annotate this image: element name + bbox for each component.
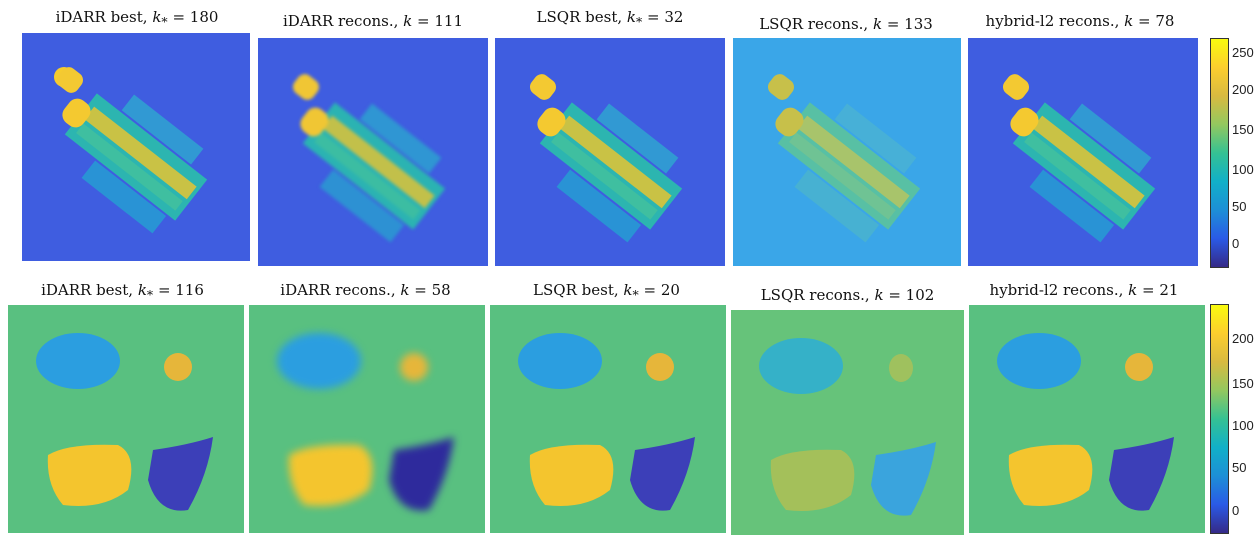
image-panel-r1-4 [733, 38, 961, 266]
colorbar-r1 [1210, 38, 1229, 268]
colorbar-r1-tick-150: 150 [1232, 122, 1254, 137]
image-panel-r2-5 [969, 305, 1205, 533]
panel-title-r2-1: iDARR best, k* = 116 [41, 281, 204, 302]
colorbar-r1-tick-50: 50 [1232, 199, 1247, 214]
panel-title-r2-3: LSQR best, k* = 20 [533, 281, 680, 302]
colorbar-r2 [1210, 304, 1229, 534]
colorbar-r2-tick-0: 0 [1232, 503, 1240, 518]
image-panel-r1-1 [22, 33, 250, 261]
panel-title-r1-4: LSQR recons., k = 133 [759, 15, 933, 33]
panel-title-r1-5: hybrid-l2 recons., k = 78 [985, 12, 1175, 30]
panel-title-r1-1: iDARR best, k* = 180 [55, 8, 219, 29]
colorbar-r1-tick-0: 0 [1232, 236, 1240, 251]
image-panel-r2-2 [249, 305, 485, 533]
colorbar-r2-tick-200: 200 [1232, 331, 1254, 346]
image-panel-r1-3 [495, 38, 725, 266]
panel-title-r2-2: iDARR recons., k = 58 [280, 281, 451, 299]
colorbar-r1-tick-100: 100 [1232, 162, 1254, 177]
satellite-shape [54, 67, 208, 234]
panel-title-r1-3: LSQR best, k* = 32 [536, 8, 684, 29]
image-panel-r2-4 [731, 310, 964, 535]
panel-title-r2-5: hybrid-l2 recons., k = 21 [989, 281, 1179, 299]
colorbar-r1-tick-250: 250 [1232, 45, 1254, 60]
image-panel-r1-2 [258, 38, 488, 266]
panel-title-r1-2: iDARR recons., k = 111 [283, 12, 463, 30]
image-panel-r2-1 [8, 305, 244, 533]
panel-title-r2-4: LSQR recons., k = 102 [760, 286, 935, 304]
colorbar-r1-tick-200: 200 [1232, 82, 1254, 97]
image-panel-r1-5 [968, 38, 1198, 266]
colorbar-r2-tick-50: 50 [1232, 460, 1247, 475]
image-panel-r2-3 [490, 305, 726, 533]
colorbar-r2-tick-100: 100 [1232, 418, 1254, 433]
colorbar-r2-tick-150: 150 [1232, 376, 1254, 391]
